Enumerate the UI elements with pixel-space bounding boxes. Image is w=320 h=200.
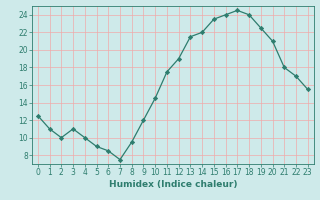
X-axis label: Humidex (Indice chaleur): Humidex (Indice chaleur) [108, 180, 237, 189]
